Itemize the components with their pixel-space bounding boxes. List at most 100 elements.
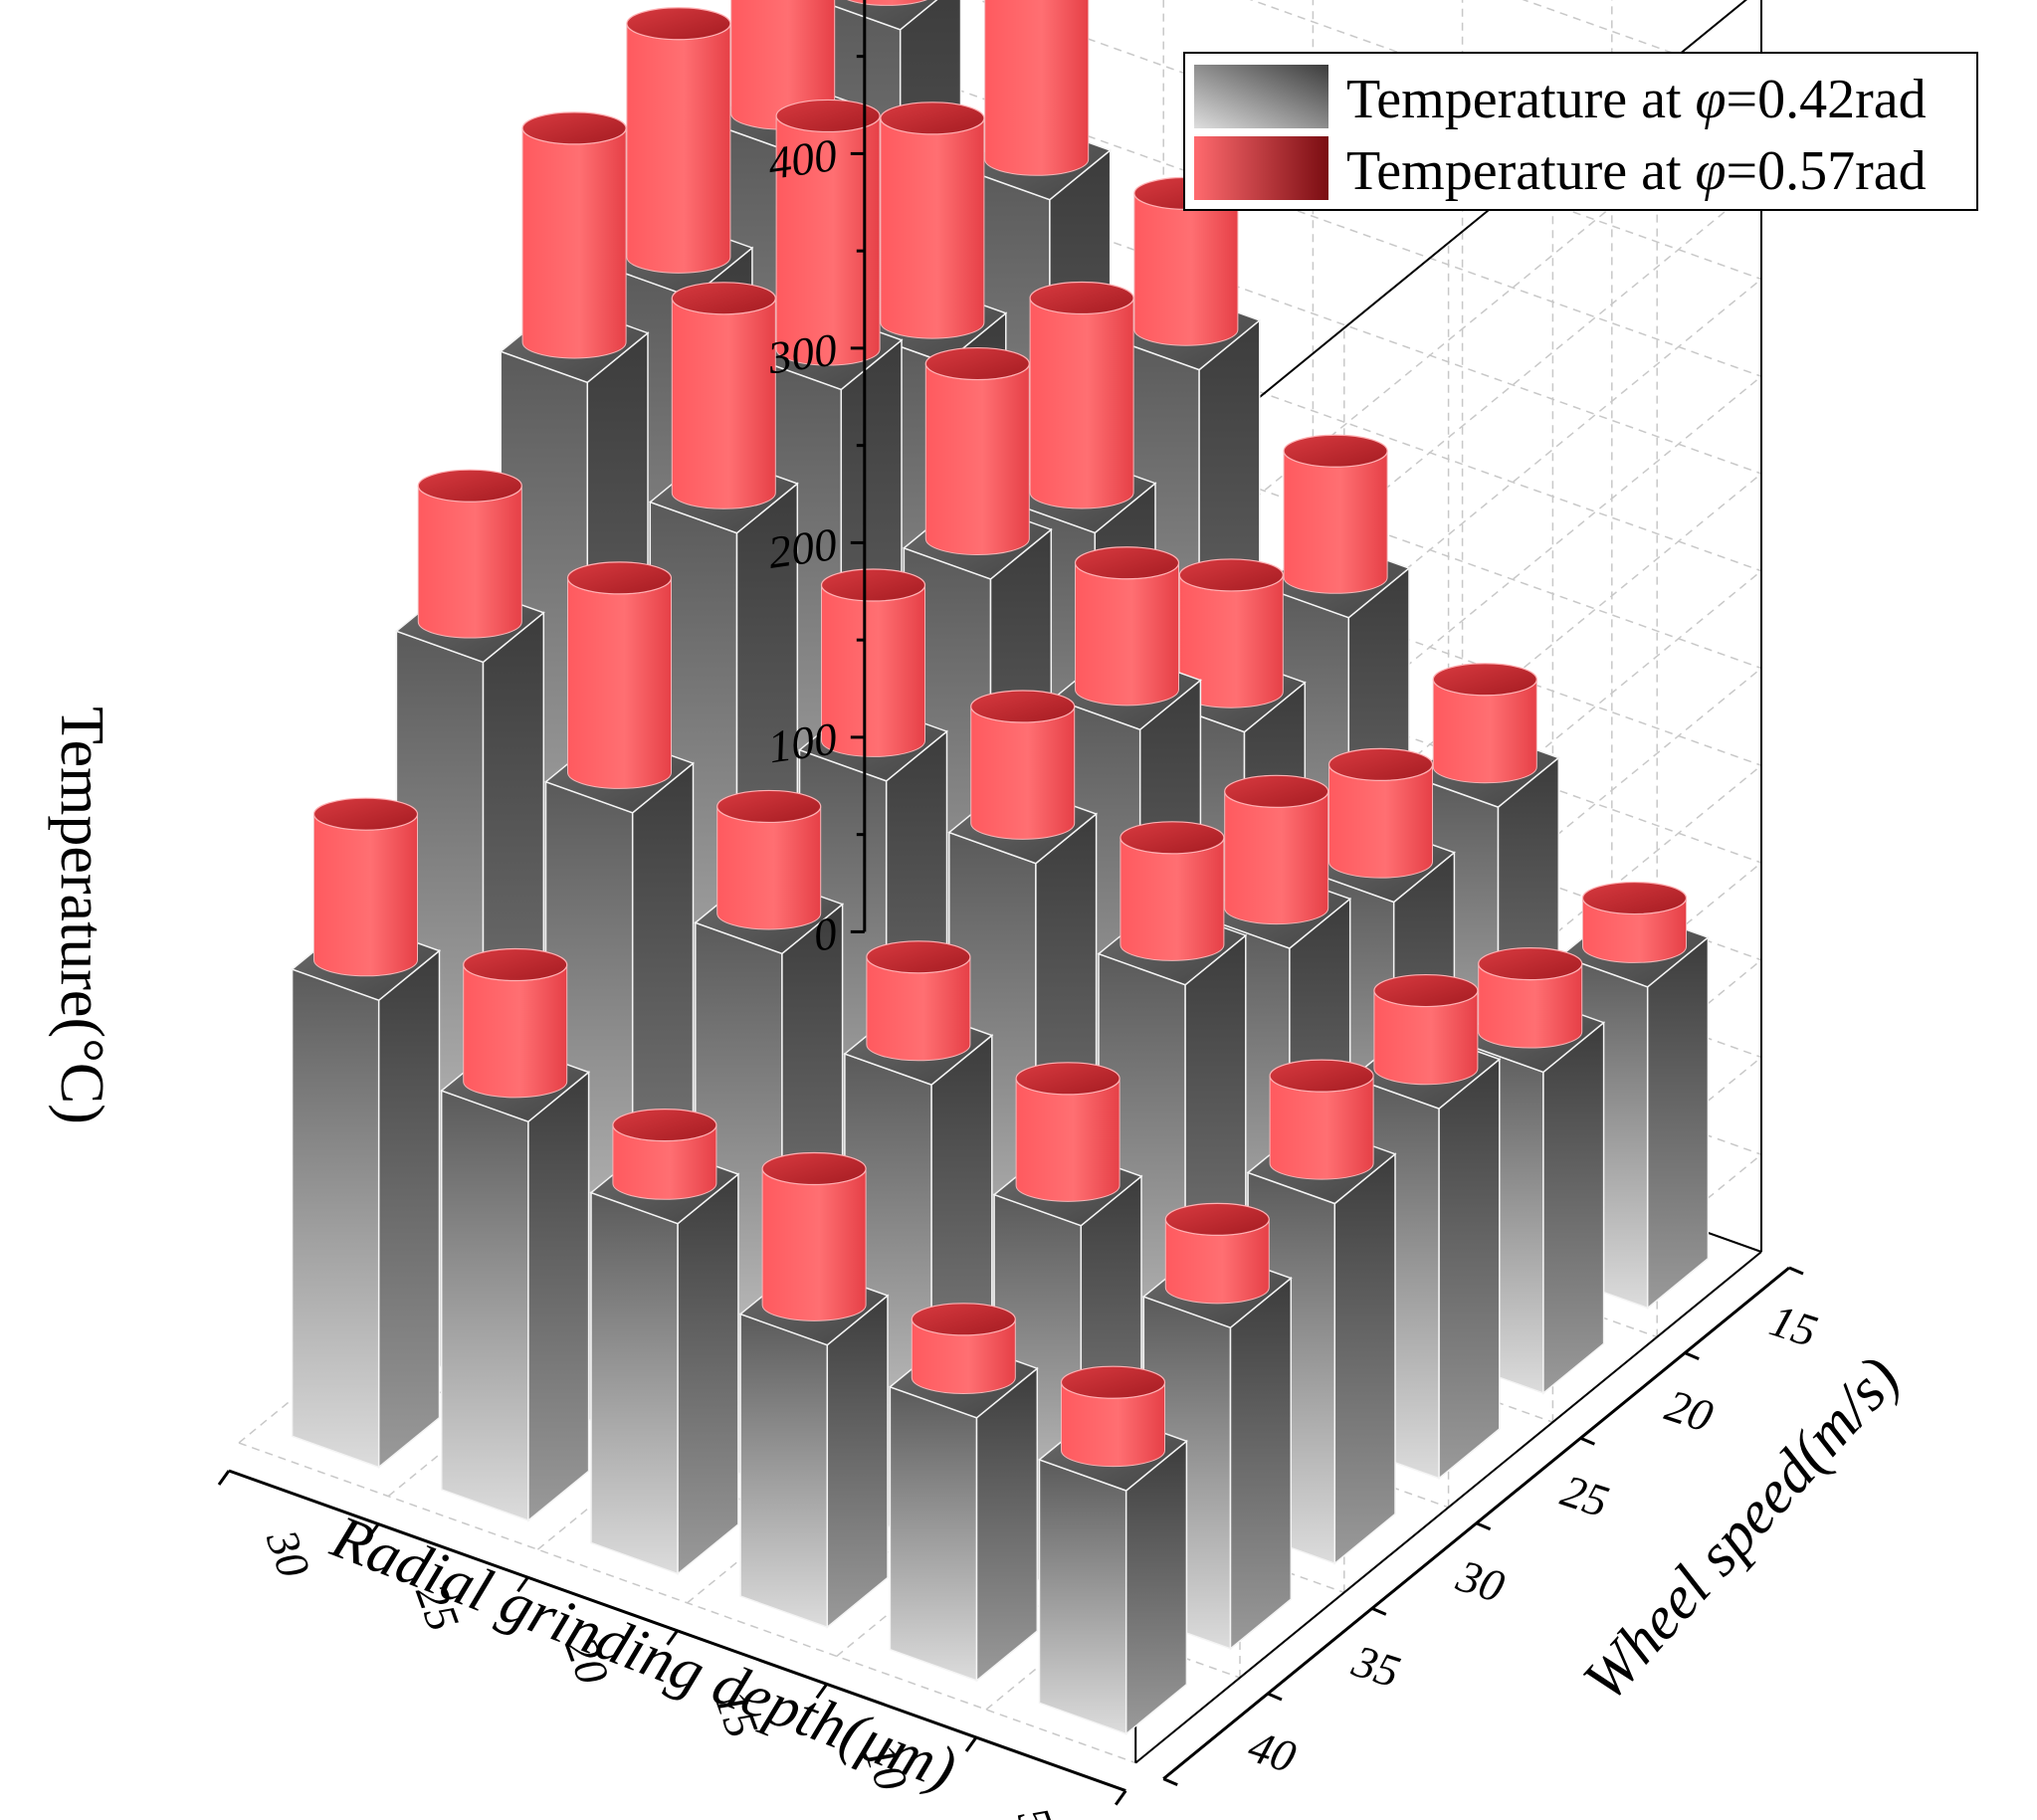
bar-group [440, 947, 591, 1522]
bar-057-cap [880, 101, 985, 135]
depth-tick-mark [516, 1576, 529, 1593]
bar-042-front [1038, 1458, 1127, 1735]
speed-tick-mark [1476, 1521, 1492, 1531]
bar-057-cap [761, 1151, 867, 1186]
bar-057-cylinder [567, 577, 672, 789]
chart-bars [291, 0, 1710, 1735]
bar-group [291, 797, 442, 1469]
legend-label-042: Temperature at φ=0.42rad [1346, 69, 1927, 130]
bar-042-front [440, 1090, 529, 1522]
bar-042-side [1438, 1057, 1501, 1481]
bar-057-cap [1060, 1365, 1166, 1399]
speed-axis-title: Wheel speed(m/s) [1570, 1344, 1913, 1715]
bar-042-front [291, 968, 380, 1469]
y-tick-label: 300 [764, 323, 840, 383]
speed-tick-label: 35 [1345, 1635, 1405, 1698]
bar-057-cap [1478, 946, 1583, 981]
bar-057-cylinder [1283, 451, 1388, 594]
bar-042-side [1333, 1152, 1396, 1565]
bar-057-cylinder [1015, 1078, 1120, 1202]
bar-057-cylinder [716, 806, 822, 930]
depth-tick-mark [1114, 1789, 1127, 1806]
bar-042-side [527, 1070, 590, 1522]
bar-042-side [1124, 1439, 1188, 1735]
speed-tick-label: 20 [1660, 1379, 1720, 1442]
bar-057-cylinder [984, 0, 1090, 176]
grid-line [1134, 764, 1762, 1278]
depth-tick-mark [366, 1522, 380, 1539]
bar-057-cap [1164, 1202, 1270, 1237]
bar-057-cap [1029, 281, 1134, 315]
bar-group [1037, 1365, 1188, 1735]
bar-057-cap [521, 111, 627, 145]
bar-057-cylinder [313, 814, 418, 977]
speed-tick-mark [1788, 1266, 1804, 1276]
legend-label-057: Temperature at φ=0.57rad [1346, 140, 1927, 202]
legend-swatch-057 [1194, 136, 1328, 200]
bar-057-cap [775, 99, 881, 133]
bar-057-cylinder [1133, 193, 1239, 346]
legend: Temperature at φ=0.42rad Temperature at … [1183, 52, 1978, 211]
bar-group [589, 1109, 740, 1576]
bar-057-cap [1581, 881, 1688, 915]
bar-042-side [826, 1294, 889, 1629]
grid-line [1249, 0, 1762, 183]
bar-057-cap [716, 789, 822, 824]
bar-042-side [377, 948, 441, 1469]
bar-042-front [590, 1191, 679, 1575]
bar-057-cap [566, 561, 673, 595]
bar-057-cap [1373, 973, 1479, 1008]
frame-edge [1134, 1251, 1762, 1764]
bar-057-cylinder [924, 363, 1030, 555]
bar-042-side [1229, 1276, 1293, 1651]
y-tick-label: 200 [765, 518, 840, 578]
bar-057-cap [1269, 1059, 1374, 1093]
grid-line [1134, 375, 1762, 889]
bar-057-cylinder [761, 1168, 867, 1321]
depth-tick-mark [217, 1470, 231, 1486]
legend-swatch-042 [1194, 65, 1328, 128]
depth-tick-mark [815, 1683, 829, 1700]
grid-line [1134, 570, 1762, 1083]
bar-057-cap [820, 568, 926, 602]
bar-057-cylinder [970, 706, 1076, 840]
bar-057-cap [1432, 663, 1537, 697]
bar-057-cap [671, 282, 776, 315]
grid-line [1134, 473, 1762, 986]
speed-tick-label: 40 [1243, 1720, 1303, 1783]
bar-057-cylinder [847, 0, 927, 6]
bar-057-cap [924, 346, 1030, 381]
bar-057-cap [1120, 821, 1225, 855]
bar-057-cylinder [821, 584, 925, 757]
bar-057-cylinder [1328, 764, 1433, 879]
speed-tick-label: 15 [1764, 1295, 1824, 1357]
y-tick-label: 400 [765, 129, 840, 189]
bar-042-side [1542, 1021, 1605, 1395]
bar-042-side [975, 1366, 1039, 1683]
bar-042-top [815, 0, 938, 31]
grid-line [1134, 278, 1762, 791]
bar-group [888, 1303, 1039, 1683]
speed-tick-mark [1267, 1692, 1283, 1702]
bar-042-front [889, 1385, 978, 1682]
bar-042-side [1646, 935, 1710, 1310]
bar-057-cap [1327, 747, 1434, 781]
bar-057-cylinder [1029, 298, 1134, 509]
bar-057-cylinder [730, 0, 836, 130]
bar-057-cap [1283, 434, 1388, 468]
bar-057-cylinder [463, 964, 568, 1099]
bar-042-front [739, 1313, 829, 1629]
y-axis-title: Temperature(°C) [48, 707, 115, 1124]
grid-line [1134, 181, 1762, 694]
depth-tick-label: 5 [1008, 1801, 1064, 1820]
speed-tick-mark [1371, 1607, 1387, 1616]
bar-057-cap [417, 469, 522, 503]
bar-057-cap [1074, 546, 1180, 580]
bar-group [738, 1151, 890, 1629]
bar-057-cap [612, 1109, 717, 1142]
bar-057-cap [312, 797, 419, 831]
speed-tick-mark [1579, 1436, 1595, 1446]
speed-tick-mark [1162, 1777, 1178, 1786]
depth-tick-label: 30 [256, 1522, 319, 1584]
bar-057-cap [626, 7, 731, 41]
